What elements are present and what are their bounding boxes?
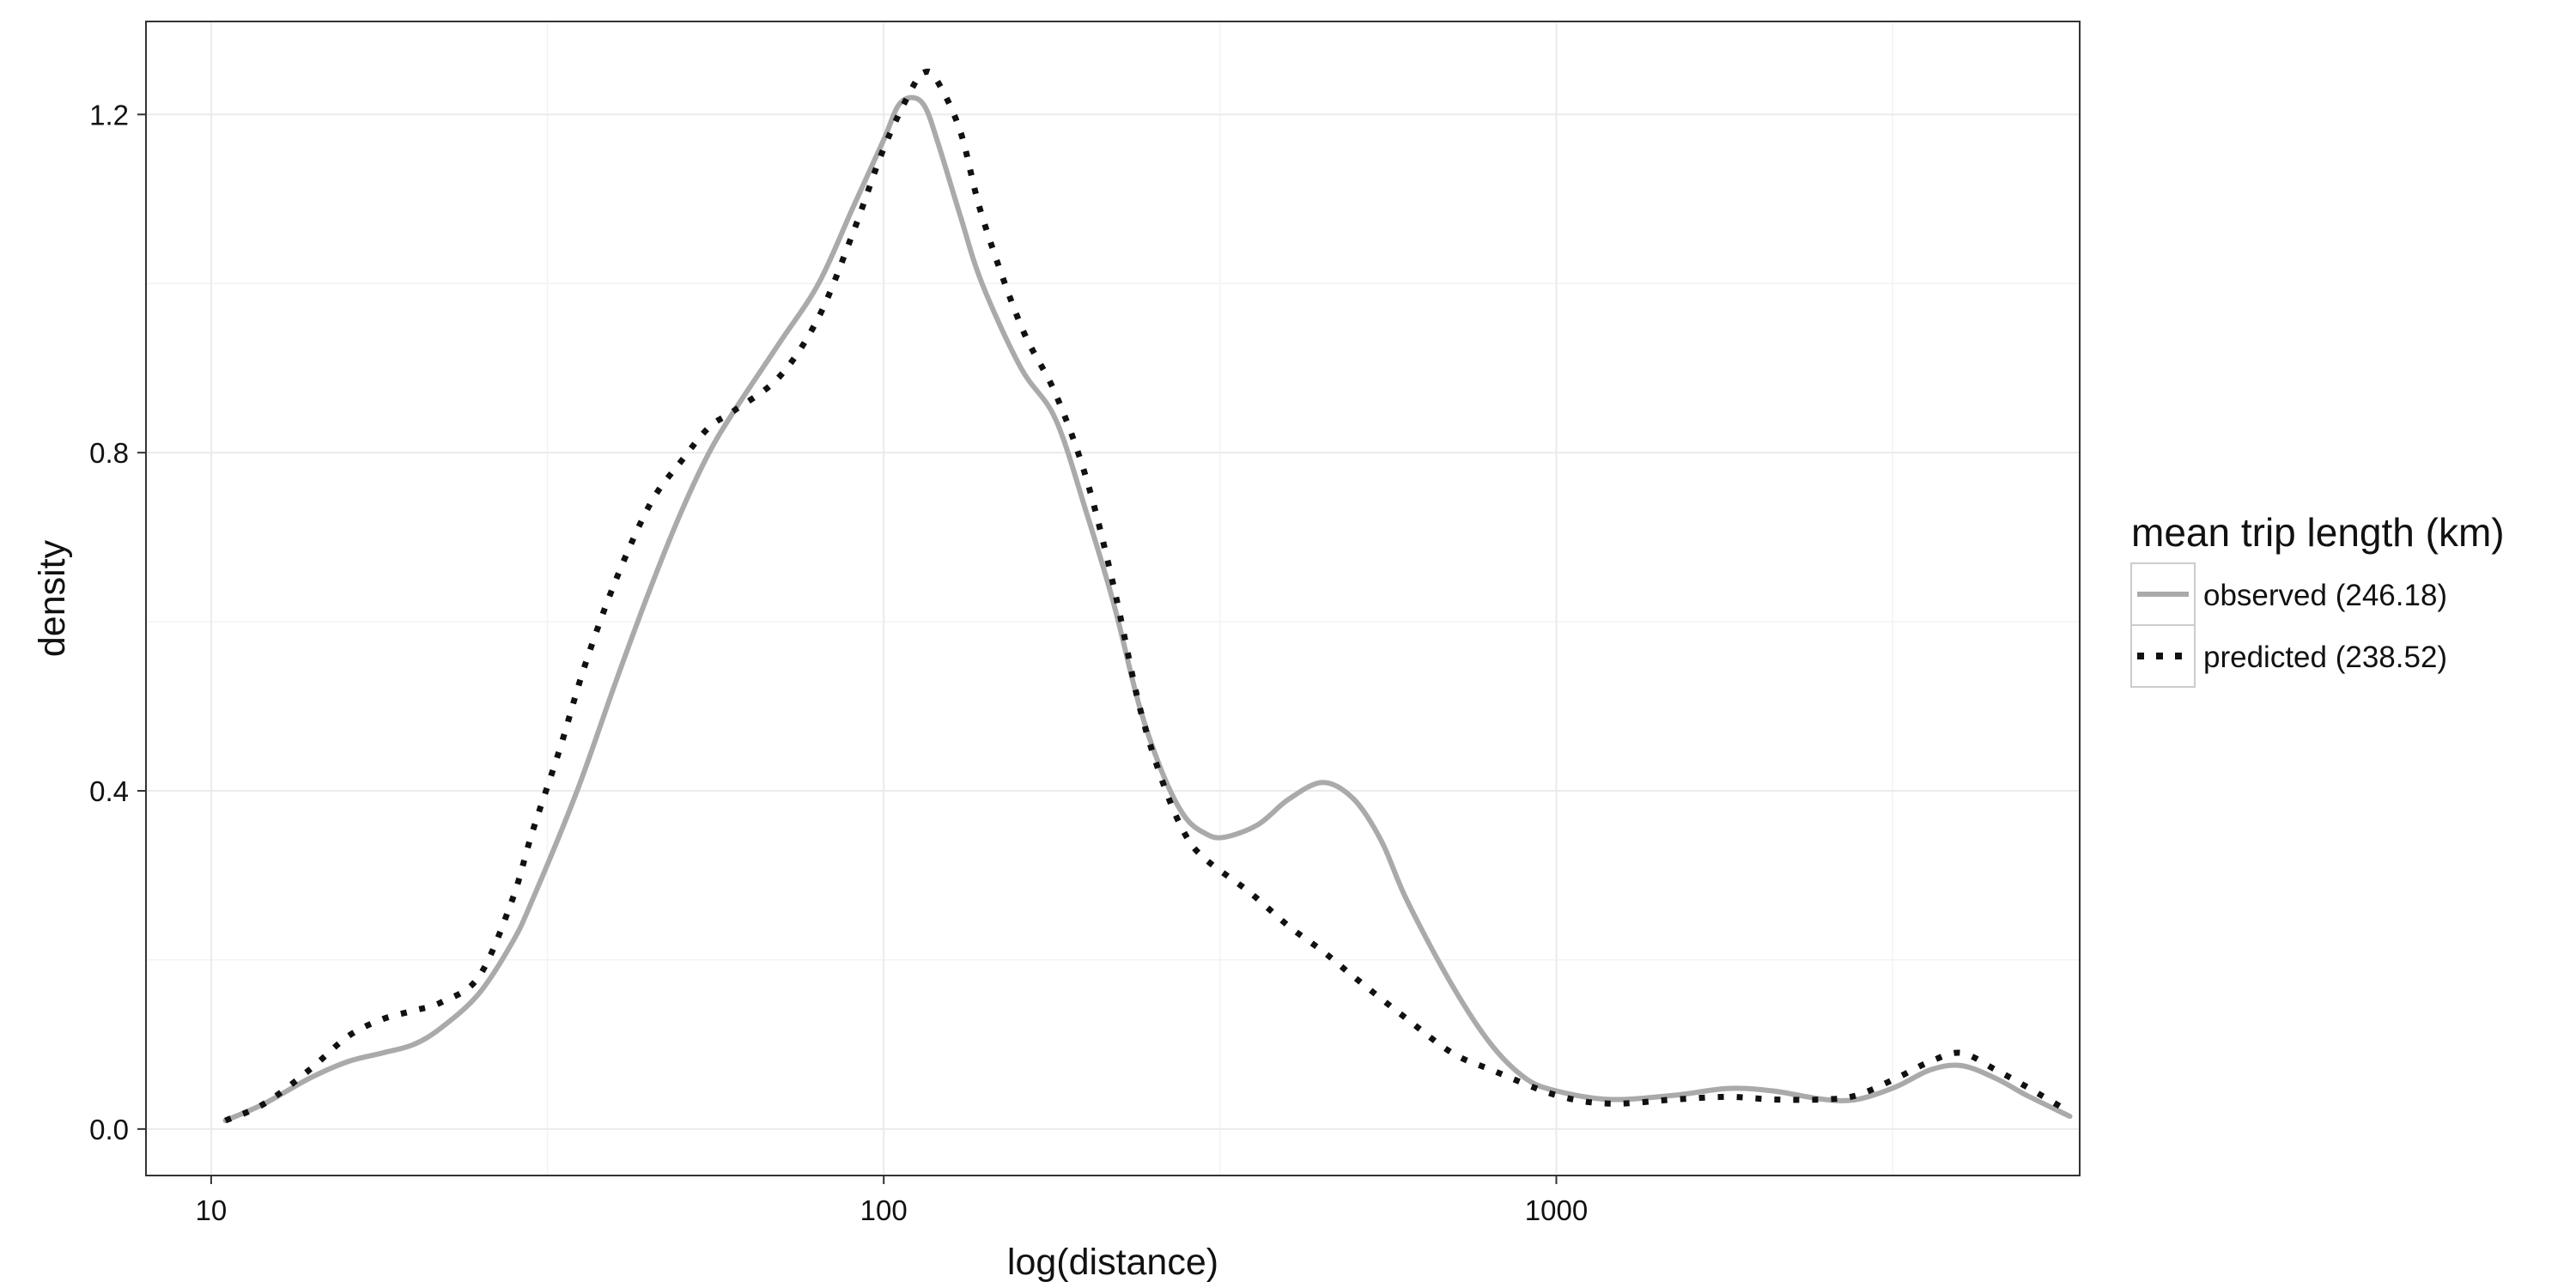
y-tick-label: 0.4 [89,775,129,807]
legend-title: mean trip length (km) [2131,510,2505,555]
y-tick-label: 1.2 [89,99,129,131]
legend-label-observed: observed (246.18) [2203,579,2447,612]
y-tick-label: 0.8 [89,437,129,469]
series-lines [222,68,2073,1124]
series-line-observed [222,94,2073,1123]
axes: 10 100 1000 0.0 0.4 0.8 1.2 [89,99,1588,1226]
x-tick-label: 1000 [1525,1194,1588,1226]
plot-border [145,21,2081,1176]
series-line-predicted [224,68,2072,1124]
x-tick-label: 10 [196,1194,228,1226]
y-tick-label: 0.0 [89,1114,129,1145]
x-tick-label: 100 [860,1194,908,1226]
grid-lines [146,21,2080,1176]
legend-label-predicted: predicted (238.52) [2203,641,2447,674]
y-axis-title: density [32,539,73,657]
legend: mean trip length (km) observed (246.18) … [2130,510,2505,688]
x-axis-title: log(distance) [1007,1242,1218,1283]
